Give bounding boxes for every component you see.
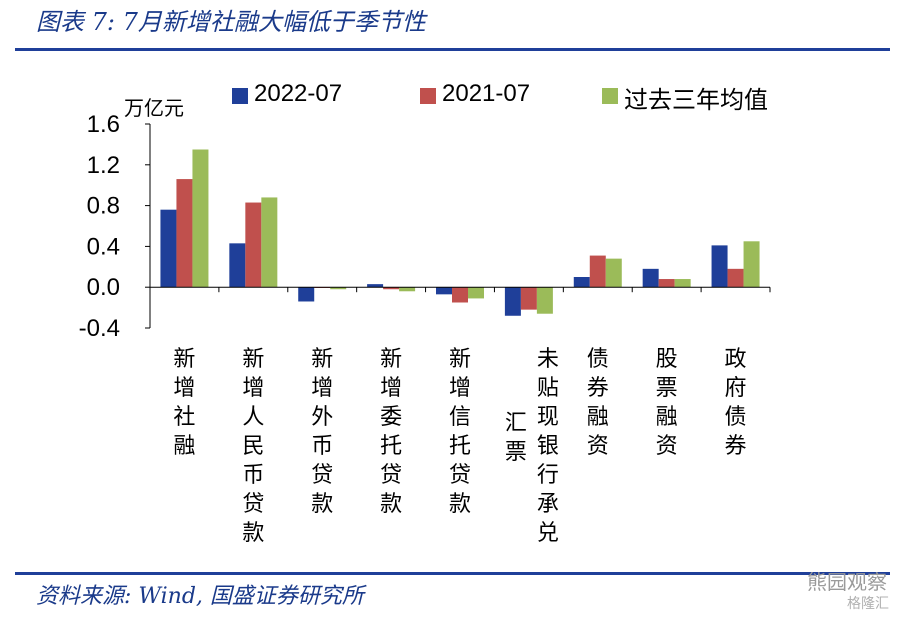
- bar-2022-2: [229, 243, 246, 288]
- category-label-6-part1: 未贴现银行承兑: [536, 347, 559, 546]
- bar-avg-3: [330, 287, 347, 290]
- bar-avg-6: [536, 287, 553, 314]
- bar-avg-9: [743, 241, 760, 288]
- bar-avg-1: [192, 149, 209, 288]
- bar-avg-2: [261, 197, 278, 288]
- category-label-2: 新增人民币贷款: [242, 347, 265, 546]
- bar-2021-1: [176, 179, 193, 288]
- category-label-6-part2: 汇票: [504, 411, 527, 465]
- y-tick-label: 1.2: [87, 152, 120, 179]
- watermark-text: 熊园观察: [807, 570, 887, 594]
- bar-2021-2: [245, 202, 262, 288]
- watermark-sub: 格隆汇: [847, 596, 889, 612]
- legend-label-2022: 2022-07: [254, 80, 343, 107]
- bar-2022-6: [504, 287, 521, 316]
- bar-2022-8: [642, 268, 659, 288]
- bottom-rule: [15, 572, 890, 575]
- y-tick-label: -0.4: [79, 315, 120, 342]
- bar-2022-5: [436, 287, 452, 295]
- source-note: 资料来源: Wind, 国盛证券研究所: [36, 584, 364, 609]
- bar-2022-4: [367, 284, 384, 288]
- legend-label-avg: 过去三年均值: [624, 87, 768, 114]
- bar-2021-9: [727, 268, 744, 288]
- category-label-7: 债券融资: [586, 347, 609, 459]
- bar-avg-4: [399, 287, 416, 292]
- category-label-9: 政府债券: [724, 347, 747, 459]
- y-tick-label: 1.6: [87, 111, 120, 138]
- figure-title: 图表 7: 7月新增社融大幅低于季节性: [36, 8, 426, 36]
- category-label-1: 新增社融: [173, 347, 196, 459]
- bar-2021-4: [383, 287, 400, 290]
- legend-label-2021: 2021-07: [442, 80, 531, 107]
- bar-2021-6: [520, 287, 537, 310]
- bar-avg-8: [674, 279, 691, 288]
- bar-2022-9: [711, 245, 728, 288]
- bar-avg-7: [605, 258, 622, 288]
- top-rule: [15, 48, 890, 51]
- y-tick-label: 0.4: [87, 233, 120, 260]
- y-tick-label: 0.0: [87, 274, 120, 301]
- bar-2022-1: [160, 209, 177, 288]
- legend-swatch-2021: [420, 88, 436, 104]
- legend-swatch-2022: [232, 88, 248, 104]
- category-label-4: 新增委托贷款: [380, 347, 403, 517]
- bar-2021-8: [658, 279, 675, 288]
- y-axis-unit: 万亿元: [124, 96, 184, 120]
- category-label-5: 新增信托贷款: [448, 347, 471, 517]
- legend-swatch-avg: [602, 88, 618, 104]
- bar-avg-5: [468, 287, 484, 299]
- category-label-3: 新增外币贷款: [311, 347, 334, 517]
- y-tick-label: 0.8: [87, 193, 120, 220]
- bar-2022-3: [298, 287, 315, 302]
- bar-2021-7: [589, 255, 606, 288]
- category-label-8: 股票融资: [655, 347, 678, 459]
- bar-2021-5: [452, 287, 468, 303]
- bar-2022-7: [573, 277, 590, 288]
